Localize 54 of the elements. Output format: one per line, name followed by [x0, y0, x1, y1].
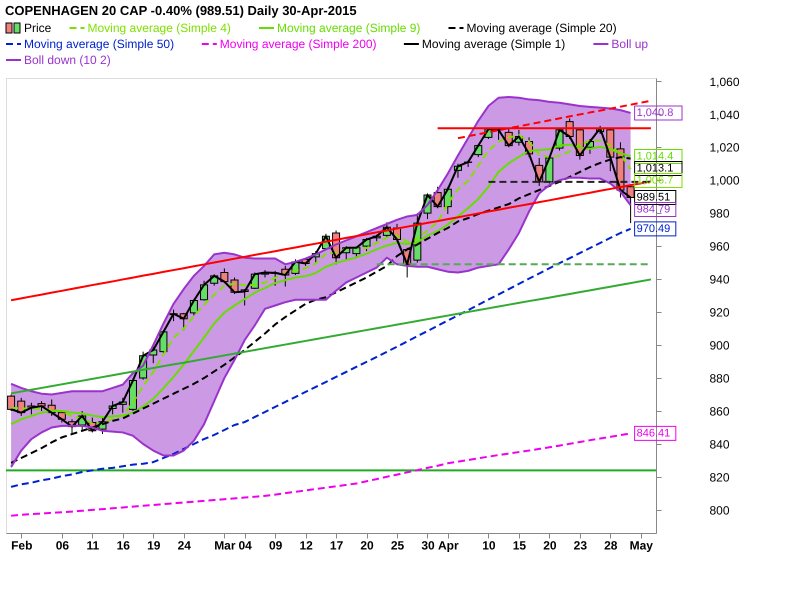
legend-label: Moving average (Simple 1) [422, 37, 566, 51]
y-tick-label: 920 [710, 306, 730, 320]
x-tick-label: 25 [390, 538, 405, 552]
x-tick-label: 24 [178, 538, 192, 552]
y-tick-label: 940 [710, 272, 730, 287]
x-tick-label: 11 [86, 538, 100, 552]
x-tick-label: 20 [543, 538, 557, 552]
legend-label: Moving average (Simple 9) [277, 21, 420, 35]
x-tick-label: Feb [11, 538, 32, 552]
chart-title: COPENHAGEN 20 CAP -0.40% (989.51) Daily 30-Apr-2015 [5, 3, 357, 18]
data-label: 846.41 [636, 427, 670, 440]
legend-label: Boll down (10 2) [24, 53, 111, 67]
x-tick-label: 19 [147, 538, 161, 552]
y-tick-label: 1,040 [710, 108, 740, 122]
x-tick-label: 16 [116, 538, 130, 552]
legend-label: Price [24, 21, 52, 35]
legend-label: Boll up [611, 37, 648, 51]
line-series [10, 278, 652, 394]
legend-label: Moving average (Simple 20) [466, 21, 617, 35]
line-series [10, 96, 632, 396]
data-label: 970.49 [636, 222, 670, 235]
y-tick-label: 980 [710, 206, 730, 221]
x-tick-label: 20 [360, 538, 374, 552]
x-tick-label: 09 [268, 538, 283, 552]
x-tick-label: Mar [214, 538, 236, 552]
y-tick-label: 840 [710, 437, 730, 452]
y-tick-label: 1,000 [710, 174, 740, 188]
y-tick-label: 1,060 [710, 74, 740, 89]
y-tick-label: 880 [710, 372, 730, 386]
y-tick-label: 820 [710, 470, 730, 484]
legend-label: Moving average (Simple 200) [220, 37, 377, 51]
legend-label: Moving average (Simple 4) [88, 21, 231, 35]
x-tick-label: 04 [238, 538, 252, 552]
y-tick-label: 1,020 [710, 140, 740, 155]
y-tick-label: 860 [710, 404, 730, 419]
y-tick-label: 960 [710, 240, 730, 254]
x-tick-label: May [630, 538, 654, 552]
x-tick-label: 15 [512, 538, 526, 552]
data-label: 1,014.4 [636, 150, 674, 162]
x-tick-label: 10 [482, 538, 496, 552]
x-tick-label: Apr [438, 538, 459, 552]
y-tick-label: 900 [710, 338, 730, 353]
data-label: 1,006.7 [636, 174, 674, 186]
line-series [10, 228, 632, 488]
x-tick-label: 06 [56, 538, 70, 552]
y-tick-label: 800 [710, 503, 730, 518]
text: 989.51 [636, 192, 670, 204]
x-tick-label: 17 [330, 538, 344, 552]
data-label: 1,013.1 [636, 162, 674, 174]
x-tick-label: 23 [574, 538, 588, 552]
legend-label: Moving average (Simple 50) [24, 37, 174, 51]
x-tick-label: 30 [421, 538, 435, 552]
x-tick-label: 12 [299, 538, 314, 552]
x-tick-label: 28 [604, 538, 618, 552]
